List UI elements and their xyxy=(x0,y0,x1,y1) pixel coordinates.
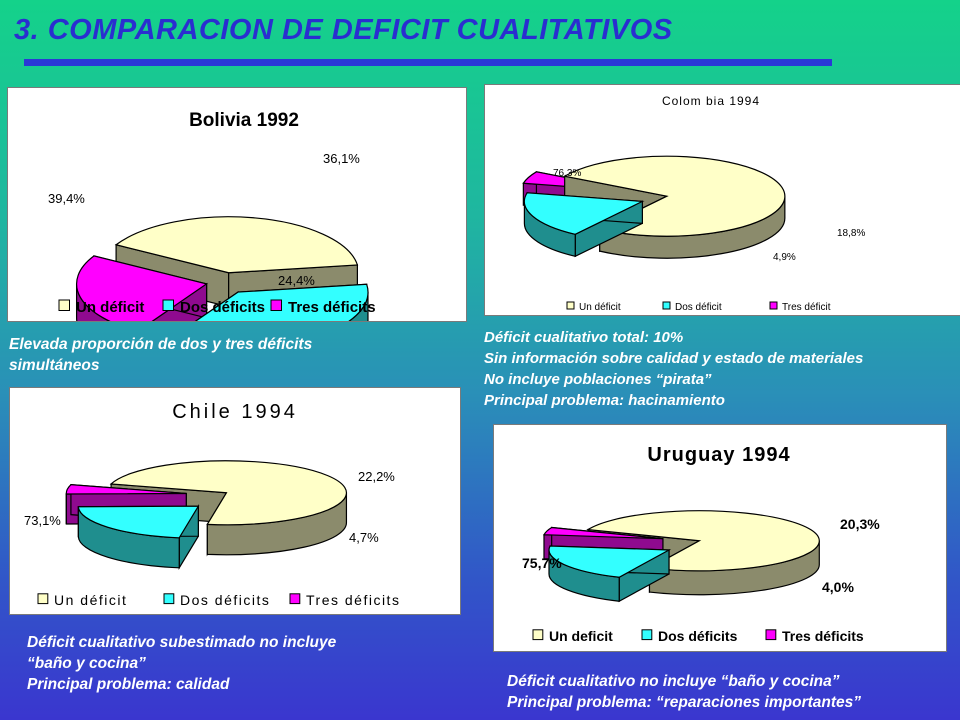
title-underline xyxy=(24,59,832,66)
data-label-dos-deficits: 36,1% xyxy=(323,151,360,166)
chart-title: Bolivia 1992 xyxy=(189,110,299,131)
colombia-chart-panel: Colom bia 1994 76,3% 18,8% 4,9% Un déficit Do… xyxy=(484,84,960,316)
data-label-un-deficit: 73,1% xyxy=(24,513,61,528)
legend-item-tres-deficits: Tres déficits xyxy=(782,628,864,644)
legend-swatch-un-deficit xyxy=(532,629,544,641)
bolivia-pie-chart: Bolivia 1992 39,4% 36,1% 24,4% Un déficit Dos… xyxy=(48,110,376,321)
pie-slice-tres-deficits xyxy=(75,255,209,321)
legend-swatch-un-deficit xyxy=(58,299,70,311)
legend-swatch-dos-deficits xyxy=(662,301,671,310)
legend-swatch-dos-deficits xyxy=(163,593,175,605)
chart-title: Colom bia 1994 xyxy=(662,94,760,108)
legend-item-tres-deficits: Tres déficit xyxy=(782,302,831,313)
legend-item-dos-deficits: Dos déficit xyxy=(675,302,722,313)
legend-swatch-tres-deficits xyxy=(270,299,282,311)
legend-swatch-tres-deficits xyxy=(765,629,777,641)
legend-item-un-deficit: Un deficit xyxy=(549,628,613,644)
legend-item-dos-deficits: Dos déficits xyxy=(180,592,270,608)
uruguay-note: Déficit cualitativo no incluye “baño y c… xyxy=(507,671,861,713)
legend-item-dos-deficits: Dos déficits xyxy=(180,299,265,316)
data-label-un-deficit: 75,7% xyxy=(522,555,562,571)
note-line: Déficit cualitativo no incluye “baño y c… xyxy=(507,673,840,690)
legend-swatch-dos-deficits xyxy=(641,629,653,641)
note-line: simultáneos xyxy=(9,357,100,374)
data-label-tres-deficits: 4,7% xyxy=(349,530,379,545)
data-label-dos-deficits: 18,8% xyxy=(837,228,865,239)
legend-item-tres-deficits: Tres déficits xyxy=(306,592,400,608)
data-label-tres-deficits: 4,0% xyxy=(822,579,854,595)
legend-swatch-tres-deficits xyxy=(289,593,301,605)
uruguay-pie-chart: Uruguay 1994 75,7% 20,3% 4,0% Un deficit Dos … xyxy=(522,444,880,644)
chile-note: Déficit cualitativo subestimado no inclu… xyxy=(27,632,336,695)
data-label-tres-deficits: 24,4% xyxy=(278,273,315,288)
legend-swatch-un-deficit xyxy=(566,301,575,310)
legend-swatch-tres-deficits xyxy=(769,301,778,310)
chile-pie-chart: Chile 1994 73,1% 22,2% 4,7% Un déficit Dos dé… xyxy=(24,401,400,608)
legend-item-un-deficit: Un déficit xyxy=(54,592,127,608)
legend-item-dos-deficits: Dos déficits xyxy=(658,628,738,644)
data-label-un-deficit: 76,3% xyxy=(553,168,581,179)
note-line: Principal problema: hacinamiento xyxy=(484,392,725,409)
colombia-pie-chart: Colom bia 1994 76,3% 18,8% 4,9% Un déficit Do… xyxy=(522,94,865,313)
data-label-dos-deficits: 22,2% xyxy=(358,469,395,484)
pie-slice-dos-deficits xyxy=(523,192,645,258)
note-line: No incluye poblaciones “pirata” xyxy=(484,371,712,388)
pie-slice-dos-deficits xyxy=(77,504,200,570)
legend-swatch-un-deficit xyxy=(37,593,49,605)
note-line: Sin información sobre calidad y estado d… xyxy=(484,350,864,367)
chart-title: Uruguay 1994 xyxy=(647,444,790,466)
chile-chart-panel: Chile 1994 73,1% 22,2% 4,7% Un déficit Dos dé… xyxy=(9,387,461,615)
data-label-dos-deficits: 20,3% xyxy=(840,516,880,532)
bolivia-chart-panel: Bolivia 1992 39,4% 36,1% 24,4% Un déficit Dos… xyxy=(7,87,467,322)
legend-item-un-deficit: Un déficit xyxy=(76,299,144,316)
data-label-tres-deficits: 4,9% xyxy=(773,252,796,263)
bolivia-note: Elevada proporción de dos y tres déficit… xyxy=(9,334,312,376)
note-line: Déficit cualitativo total: 10% xyxy=(484,329,684,346)
note-line: Elevada proporción de dos y tres déficit… xyxy=(9,336,313,353)
note-line: “baño y cocina” xyxy=(27,655,146,672)
note-line: Principal problema: calidad xyxy=(27,676,230,693)
legend-item-un-deficit: Un déficit xyxy=(579,302,621,313)
chart-title: Chile 1994 xyxy=(172,401,298,423)
legend-swatch-dos-deficits xyxy=(162,299,174,311)
data-label-un-deficit: 39,4% xyxy=(48,191,85,206)
colombia-note: Déficit cualitativo total: 10% Sin infor… xyxy=(484,327,863,411)
note-line: Principal problema: “reparaciones import… xyxy=(507,694,862,711)
page-title: 3. COMPARACION DE DEFICIT CUALITATIVOS xyxy=(14,14,673,46)
legend-item-tres-deficits: Tres déficits xyxy=(288,299,376,316)
pie-slice-dos-deficits xyxy=(548,545,672,603)
note-line: Déficit cualitativo subestimado no inclu… xyxy=(27,634,337,651)
uruguay-chart-panel: Uruguay 1994 75,7% 20,3% 4,0% Un deficit Dos … xyxy=(493,424,947,652)
